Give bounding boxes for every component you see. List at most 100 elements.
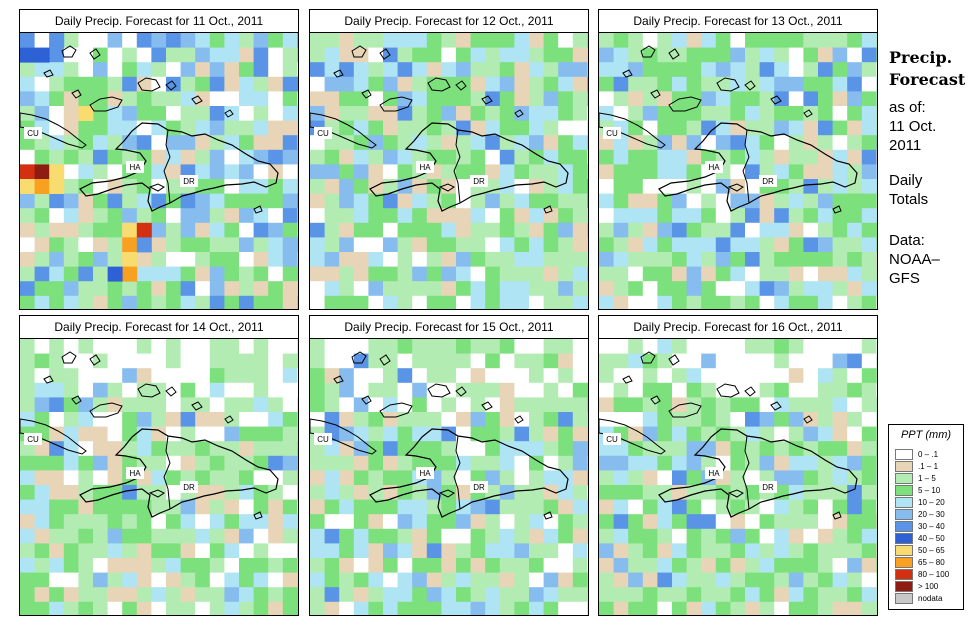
legend-label: 30 – 40 — [918, 522, 945, 531]
legend-label: 20 – 30 — [918, 510, 945, 519]
country-label-cuba: CU — [314, 127, 332, 139]
country-label-text: CU — [606, 435, 618, 444]
panel-title: Daily Precip. Forecast for 13 Oct., 2011 — [599, 10, 877, 33]
country-label-text: DR — [183, 483, 195, 492]
country-label-haiti: HA — [705, 467, 723, 479]
country-label-dominican-republic: DR — [180, 175, 198, 187]
legend-swatch — [895, 545, 913, 556]
precip-grid: CU HA DR — [599, 339, 877, 615]
country-label-dominican-republic: DR — [759, 481, 777, 493]
legend-swatch — [895, 461, 913, 472]
hispaniola-coastline — [79, 122, 279, 212]
legend-item: 20 – 30 — [895, 509, 961, 520]
precip-map: CU HA DR — [20, 33, 298, 309]
country-label-text: CU — [317, 435, 329, 444]
country-label-text: DR — [762, 177, 774, 186]
data-line3: GFS — [889, 270, 920, 287]
precip-grid: CU HA DR — [20, 339, 298, 615]
country-label-cuba: CU — [24, 127, 42, 139]
daily-line2: Totals — [889, 191, 929, 208]
hispaniola-coastline — [369, 122, 569, 212]
country-label-text: CU — [27, 435, 39, 444]
panel-title: Daily Precip. Forecast for 12 Oct., 2011 — [310, 10, 588, 33]
sidebar-title-line1: Precip. — [889, 48, 953, 67]
country-label-text: HA — [708, 163, 720, 172]
as-of-label: as of: — [889, 99, 926, 116]
legend-swatch — [895, 521, 913, 532]
legend-label: 0 – .1 — [918, 450, 939, 459]
country-label-text: CU — [606, 129, 618, 138]
country-label-haiti: HA — [705, 161, 723, 173]
precip-map: CU HA DR — [20, 339, 298, 615]
legend-item: 0 – .1 — [895, 449, 961, 460]
country-label-text: HA — [419, 469, 431, 478]
precip-map: CU HA DR — [599, 339, 877, 615]
legend-title: PPT (mm) — [900, 429, 952, 441]
sidebar-data-source: Data: NOAA– GFS — [889, 231, 940, 288]
country-label-text: HA — [129, 469, 141, 478]
hispaniola-coastline — [658, 122, 858, 212]
hispaniola-coastline — [79, 428, 279, 518]
country-label-text: HA — [708, 469, 720, 478]
country-label-text: CU — [27, 129, 39, 138]
daily-line1: Daily — [889, 172, 923, 189]
country-label-dominican-republic: DR — [470, 175, 488, 187]
legend-item: 30 – 40 — [895, 521, 961, 532]
legend-label: 40 – 50 — [918, 534, 945, 543]
legend-label: > 100 — [918, 582, 939, 591]
country-label-dominican-republic: DR — [759, 175, 777, 187]
precip-grid: CU HA DR — [310, 339, 588, 615]
precip-grid: CU HA DR — [20, 33, 298, 309]
legend-swatch — [895, 593, 913, 604]
precip-grid: CU HA DR — [599, 33, 877, 309]
ppt-legend: PPT (mm) 0 – .1 .1 – 1 1 – 5 5 – 10 10 – 20 2… — [888, 424, 964, 610]
forecast-panel-oct-16: Daily Precip. Forecast for 16 Oct., 2011… — [598, 315, 878, 616]
country-border — [163, 129, 171, 204]
date-line1: 11 Oct. — [889, 118, 937, 135]
legend-label: 1 – 5 — [918, 474, 936, 483]
data-line2: NOAA– — [889, 251, 940, 268]
country-label-cuba: CU — [603, 433, 621, 445]
sidebar-title: Precip. Forecast — [889, 47, 965, 91]
hispaniola-coastline — [658, 428, 858, 518]
legend-label: .1 – 1 — [918, 462, 939, 471]
panel-title: Daily Precip. Forecast for 14 Oct., 2011 — [20, 316, 298, 339]
country-label-cuba: CU — [24, 433, 42, 445]
country-border — [742, 129, 750, 204]
country-label-dominican-republic: DR — [180, 481, 198, 493]
country-border — [453, 129, 461, 204]
country-label-text: DR — [183, 177, 195, 186]
country-label-text: HA — [129, 163, 141, 172]
precip-map: CU HA DR — [310, 33, 588, 309]
country-label-text: DR — [762, 483, 774, 492]
legend-item: 50 – 65 — [895, 545, 961, 556]
country-border — [453, 435, 461, 510]
panel-title: Daily Precip. Forecast for 16 Oct., 2011 — [599, 316, 877, 339]
country-label-cuba: CU — [603, 127, 621, 139]
sidebar-title-line2: Forecast — [889, 70, 966, 89]
legend-swatch — [895, 449, 913, 460]
precip-map: CU HA DR — [310, 339, 588, 615]
precip-grid: CU HA DR — [310, 33, 588, 309]
country-label-text: DR — [473, 483, 485, 492]
country-label-text: CU — [317, 129, 329, 138]
legend-label: 10 – 20 — [918, 498, 945, 507]
legend-swatch — [895, 509, 913, 520]
legend-item: 5 – 10 — [895, 485, 961, 496]
hispaniola-coastline — [369, 428, 569, 518]
panel-title: Daily Precip. Forecast for 11 Oct., 2011 — [20, 10, 298, 33]
legend-item: 65 – 80 — [895, 557, 961, 568]
country-label-haiti: HA — [126, 161, 144, 173]
legend-label: nodata — [918, 594, 943, 603]
legend-swatch — [895, 581, 913, 592]
date-line2: 2011 — [889, 137, 922, 154]
legend-swatch — [895, 485, 913, 496]
legend-item: 80 – 100 — [895, 569, 961, 580]
legend-item: 1 – 5 — [895, 473, 961, 484]
legend-item: 40 – 50 — [895, 533, 961, 544]
legend-label: 5 – 10 — [918, 486, 941, 495]
country-border — [742, 435, 750, 510]
country-label-haiti: HA — [416, 161, 434, 173]
precip-map: CU HA DR — [599, 33, 877, 309]
forecast-panel-oct-15: Daily Precip. Forecast for 15 Oct., 2011… — [309, 315, 589, 616]
